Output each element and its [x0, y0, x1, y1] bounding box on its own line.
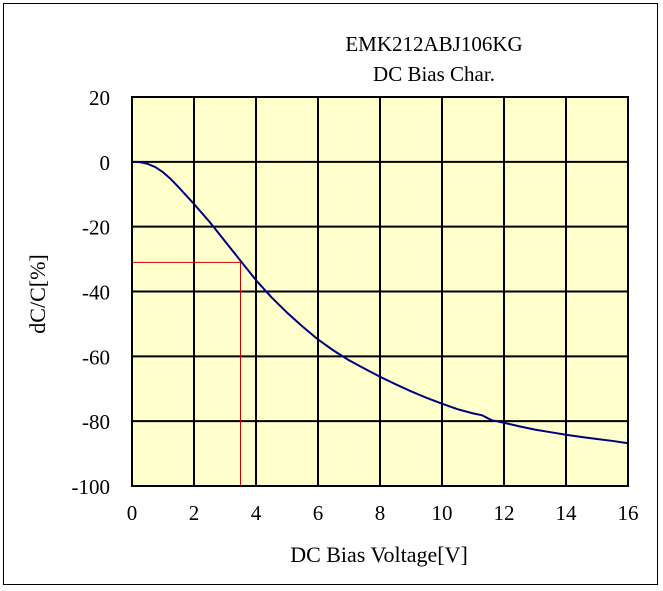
- plot-border: [131, 96, 629, 487]
- chart-title: EMK212ABJ106KG: [345, 32, 522, 56]
- dc-bias-curve-0: [131, 160, 629, 445]
- x-tick-label-6: 12: [494, 501, 515, 525]
- x-tick-label-3: 6: [313, 501, 324, 525]
- x-tick-label-8: 16: [618, 501, 639, 525]
- y-tick-label-6: -100: [72, 475, 111, 499]
- reference-marker: [132, 261, 241, 486]
- x-axis-label: DC Bias Voltage[V]: [290, 542, 468, 567]
- x-tick-label-0: 0: [127, 501, 138, 525]
- x-tick-labels: 0 2 4 6 8 10 12 14 16: [127, 501, 639, 525]
- x-tick-label-1: 2: [189, 501, 200, 525]
- chart-subtitle: DC Bias Char.: [373, 62, 495, 86]
- y-axis-label: dC/C[%]: [25, 254, 50, 333]
- x-tick-label-4: 8: [375, 501, 386, 525]
- y-tick-label-5: -80: [82, 410, 110, 434]
- y-tick-label-4: -60: [82, 345, 110, 369]
- dc-bias-chart: 0 2 4 6 8 10 12 14 16 20 0 -20 -40 -60 -80 -100 EMK212…: [25, 32, 639, 567]
- x-tick-label-2: 4: [251, 501, 262, 525]
- y-tick-label-0: 20: [89, 86, 110, 110]
- curve-layer: [131, 160, 629, 445]
- x-tick-label-5: 10: [432, 501, 453, 525]
- y-tick-label-2: -20: [82, 216, 110, 240]
- y-tick-label-3: -40: [82, 281, 110, 305]
- y-tick-labels: 20 0 -20 -40 -60 -80 -100: [72, 86, 111, 499]
- y-tick-label-1: 0: [100, 151, 111, 175]
- chart-frame: 0 2 4 6 8 10 12 14 16 20 0 -20 -40 -60 -80 -100 EMK212…: [3, 3, 658, 585]
- x-tick-label-7: 14: [556, 501, 578, 525]
